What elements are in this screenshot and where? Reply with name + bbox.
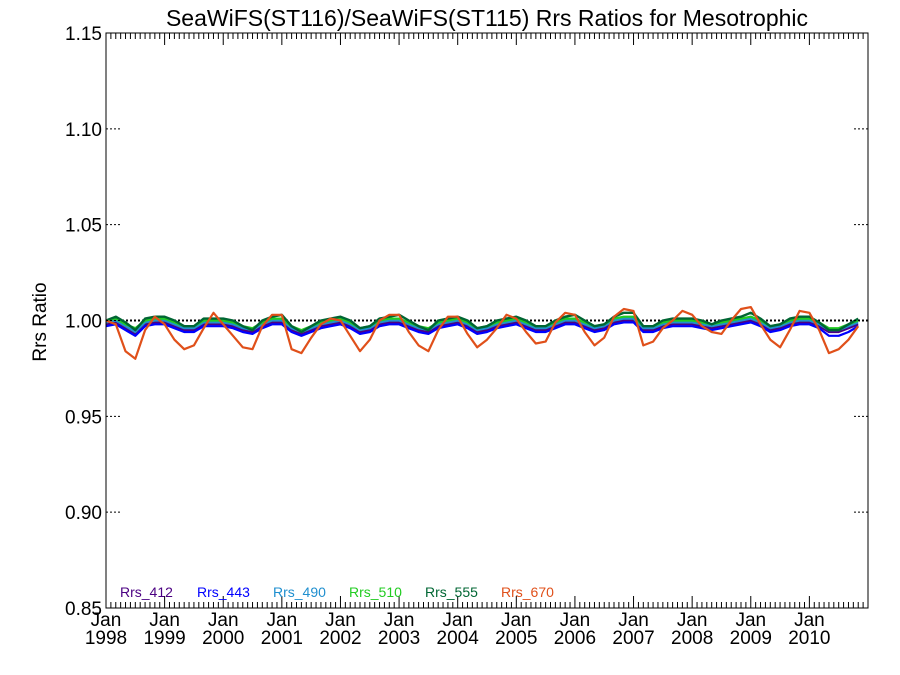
x-tick-label-year: 2006 bbox=[554, 628, 596, 649]
x-tick-label-month: Jan bbox=[208, 610, 239, 631]
x-tick-label-month: Jan bbox=[149, 610, 180, 631]
y-tick-label: 0.90 bbox=[65, 503, 102, 524]
x-tick-label-month: Jan bbox=[91, 610, 122, 631]
x-tick-label-year: 2008 bbox=[671, 628, 713, 649]
chart-title: SeaWiFS(ST116)/SeaWiFS(ST115) Rrs Ratios… bbox=[166, 5, 808, 31]
x-tick-label-year: 1998 bbox=[85, 628, 127, 649]
y-tick-label: 1.10 bbox=[65, 120, 102, 141]
legend-label-rrs-412: Rrs_412 bbox=[120, 584, 173, 600]
y-tick-label: 1.00 bbox=[65, 312, 102, 333]
legend-label-rrs-490: Rrs_490 bbox=[273, 584, 326, 600]
series-line-rrs-412 bbox=[105, 319, 859, 335]
x-tick-label-month: Jan bbox=[384, 610, 415, 631]
y-tick-label: 1.15 bbox=[65, 24, 102, 45]
y-tick-label: 1.05 bbox=[65, 216, 102, 237]
x-tick-label-year: 2002 bbox=[319, 628, 361, 649]
x-tick-label-year: 2007 bbox=[612, 628, 654, 649]
x-tick-label-year: 1999 bbox=[143, 628, 185, 649]
series-line-rrs-443 bbox=[105, 321, 859, 337]
x-tick-label-year: 2004 bbox=[437, 628, 480, 649]
y-tick-label: 0.85 bbox=[65, 599, 102, 620]
x-tick-label-month: Jan bbox=[677, 610, 708, 631]
series-line-rrs-670 bbox=[105, 306, 860, 360]
x-tick-label-month: Jan bbox=[325, 610, 356, 631]
x-tick-label-month: Jan bbox=[267, 610, 298, 631]
x-tick-label-year: 2000 bbox=[202, 628, 244, 649]
x-tick-label-month: Jan bbox=[442, 610, 473, 631]
legend-label-rrs-670: Rrs_670 bbox=[501, 584, 554, 600]
x-tick-label-year: 2009 bbox=[730, 628, 772, 649]
axes: 0.850.900.951.001.051.101.15Jan1998Jan19… bbox=[65, 24, 869, 649]
legend: Rrs_412 Rrs_443 Rrs_490 Rrs_510 Rrs_555 Rrs_6… bbox=[120, 584, 554, 600]
x-tick-label-year: 2010 bbox=[788, 628, 830, 649]
legend-label-rrs-555: Rrs_555 bbox=[425, 584, 478, 600]
x-tick-label-month: Jan bbox=[618, 610, 649, 631]
x-tick-label-month: Jan bbox=[735, 610, 766, 631]
series-line-rrs-490 bbox=[105, 317, 859, 334]
legend-label-rrs-510: Rrs_510 bbox=[349, 584, 402, 600]
x-tick-label-year: 2001 bbox=[261, 628, 303, 649]
y-tick-label: 0.95 bbox=[65, 407, 102, 428]
x-tick-label-month: Jan bbox=[794, 610, 825, 631]
y-axis-label: Rrs Ratio bbox=[30, 282, 51, 361]
plot-area bbox=[105, 306, 868, 360]
legend-label-rrs-443: Rrs_443 bbox=[197, 584, 250, 600]
x-tick-label-month: Jan bbox=[560, 610, 591, 631]
x-tick-label-year: 2005 bbox=[495, 628, 537, 649]
x-tick-label-year: 2003 bbox=[378, 628, 420, 649]
x-tick-label-month: Jan bbox=[501, 610, 532, 631]
